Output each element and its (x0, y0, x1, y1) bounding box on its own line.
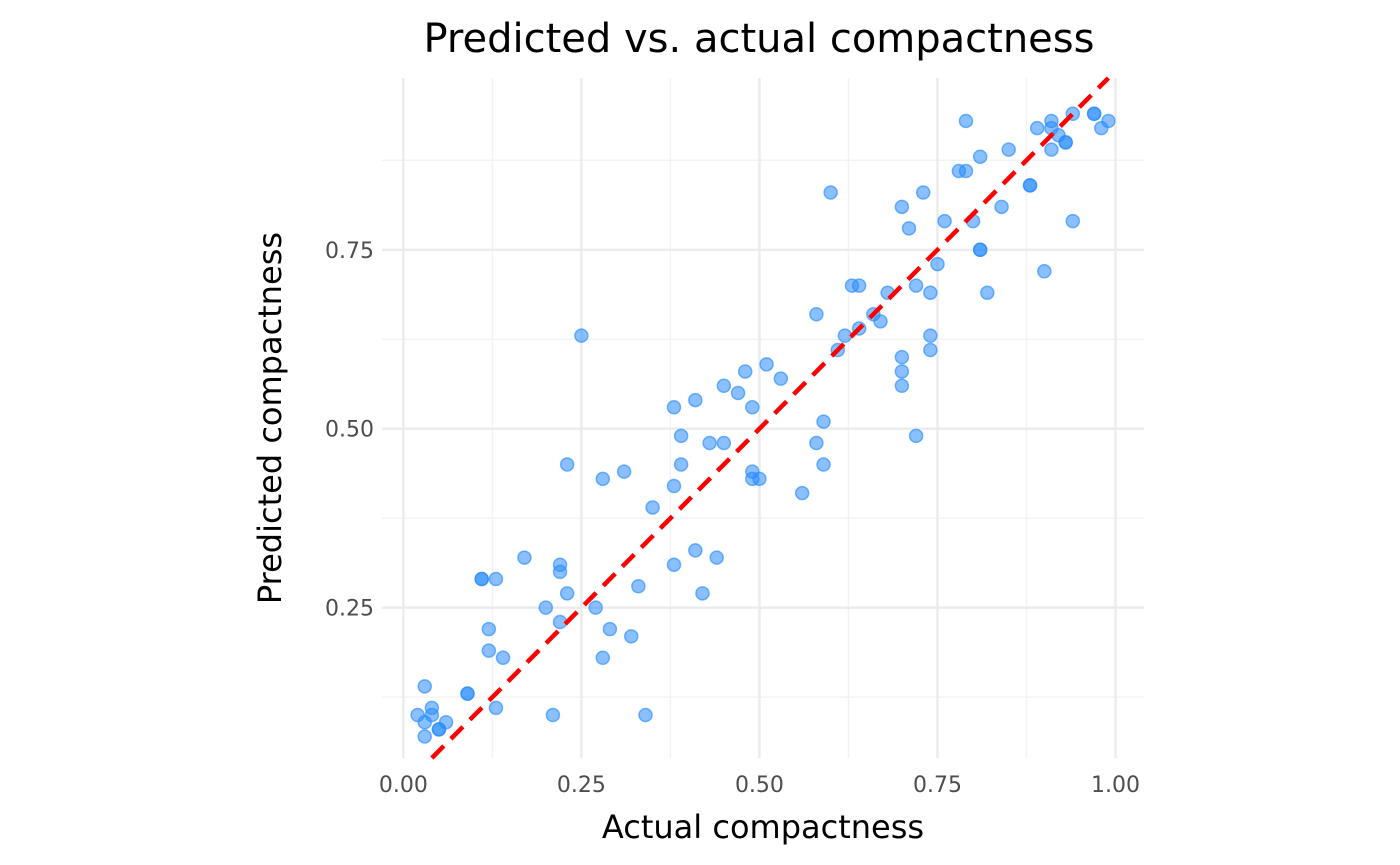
data-point (666, 478, 682, 494)
data-point (666, 557, 682, 572)
data-point (645, 500, 660, 515)
data-point (1086, 106, 1102, 122)
data-point (773, 371, 789, 386)
data-point (980, 285, 995, 300)
data-point (702, 435, 717, 451)
data-point (837, 328, 853, 343)
data-point (488, 571, 504, 587)
data-point (474, 571, 489, 587)
data-point (1001, 142, 1016, 157)
data-point (688, 543, 703, 558)
data-point (588, 600, 603, 615)
data-point (417, 729, 432, 744)
data-point (1101, 113, 1116, 129)
y-tick-label: 0.25 (325, 597, 374, 622)
data-point (994, 199, 1009, 215)
data-point (595, 650, 611, 666)
data-point (908, 278, 924, 293)
data-point (517, 550, 532, 565)
y-tick-label: 0.50 (325, 418, 374, 443)
data-point (716, 378, 732, 394)
data-point (538, 600, 554, 615)
data-point (958, 113, 974, 129)
x-tick-label: 0.00 (379, 773, 428, 798)
data-point (688, 392, 703, 408)
data-point (794, 485, 810, 501)
y-axis-title: Predicted compactness (251, 232, 289, 604)
data-point (894, 349, 910, 365)
data-point (745, 400, 760, 415)
data-point (673, 457, 689, 472)
chart-title: Predicted vs. actual compactness (424, 16, 1095, 62)
data-point (559, 457, 575, 472)
data-point (552, 564, 568, 580)
data-point (972, 242, 988, 258)
x-tick-label: 0.75 (913, 773, 962, 798)
data-point (958, 163, 974, 179)
data-point (737, 364, 753, 379)
data-point (752, 471, 767, 487)
data-point (923, 328, 938, 343)
data-point (673, 428, 689, 444)
data-point (616, 464, 632, 479)
data-point (809, 306, 824, 322)
data-point (923, 285, 938, 300)
data-point (488, 700, 504, 716)
data-point (930, 256, 945, 272)
data-point (908, 428, 924, 444)
data-point (595, 471, 611, 487)
data-point (559, 586, 575, 601)
data-point (1029, 120, 1045, 136)
data-point (851, 278, 867, 293)
data-point (730, 385, 746, 401)
data-point (901, 221, 917, 236)
data-point (1037, 264, 1052, 279)
data-point (923, 342, 938, 358)
data-point (631, 578, 646, 594)
reference-line (430, 76, 1110, 760)
y-tick-label: 0.75 (325, 239, 374, 264)
data-point (1058, 135, 1073, 150)
x-tick-label: 1.00 (1091, 773, 1140, 798)
data-point (666, 400, 682, 415)
data-point (972, 149, 988, 164)
data-point (716, 435, 732, 451)
data-point (1044, 113, 1059, 129)
data-point (624, 629, 639, 644)
plot-panel: 0.00 0.25 0.50 0.75 1.00 0.25 0.50 0.75 (325, 76, 1144, 798)
data-point (823, 185, 838, 200)
data-point (873, 314, 888, 329)
data-point (545, 707, 561, 723)
data-point (1022, 178, 1038, 193)
data-point (574, 328, 589, 343)
data-point (816, 457, 831, 472)
data-point (495, 650, 511, 666)
data-point (460, 686, 475, 701)
data-point (894, 378, 910, 394)
data-point (937, 213, 952, 229)
data-point (759, 357, 774, 372)
data-point (809, 435, 824, 451)
data-point (894, 199, 910, 215)
data-point (816, 414, 831, 429)
data-point (424, 707, 440, 723)
data-point (915, 185, 931, 200)
data-point (894, 364, 910, 379)
data-point (1044, 142, 1059, 157)
data-point (438, 714, 454, 730)
data-point (695, 586, 710, 601)
data-point (481, 643, 497, 658)
data-point (1065, 213, 1081, 229)
data-point (417, 679, 432, 694)
x-axis-title: Actual compactness (602, 808, 924, 846)
x-tick-label: 0.25 (557, 773, 606, 798)
data-point (602, 621, 618, 637)
data-point (638, 707, 653, 723)
data-point (709, 550, 724, 565)
x-tick-label: 0.50 (735, 773, 784, 798)
data-point (481, 621, 497, 637)
